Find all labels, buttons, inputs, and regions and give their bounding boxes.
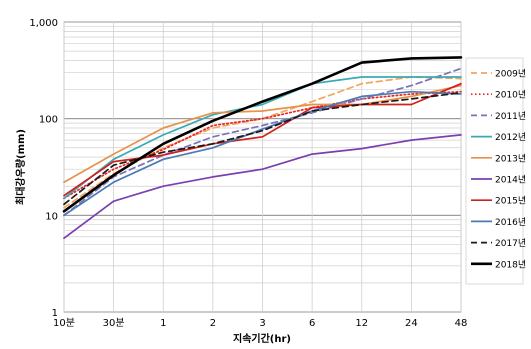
legend-label: 2009년 — [495, 69, 526, 80]
x-tick-label: 48 — [455, 318, 468, 329]
legend-label: 2018년 — [495, 259, 526, 270]
x-tick-label: 10분 — [53, 317, 75, 329]
x-tick-label: 3 — [259, 318, 265, 329]
legend-box — [465, 57, 524, 285]
series-line — [63, 91, 462, 206]
legend-label: 2015년 — [495, 196, 526, 207]
y-tick-label: 1 — [52, 308, 58, 319]
series-lines — [62, 56, 463, 240]
series-line — [63, 90, 462, 200]
legend-label: 2012년 — [495, 132, 526, 143]
legend: 2009년 2010년 2011년 2012년 2013년 2014년 2015년 2016년… — [471, 69, 526, 270]
x-tick-label: 30분 — [103, 317, 125, 329]
legend-label: 2016년 — [495, 217, 526, 228]
series-line — [63, 84, 462, 184]
series-line — [63, 76, 462, 200]
y-axis-label: 최대강우량(mm) — [14, 129, 27, 205]
legend-label: 2010년 — [495, 90, 526, 101]
y-tick-label: 100 — [39, 115, 58, 126]
x-tick-label: 1 — [160, 318, 166, 329]
x-tick-label: 2 — [210, 318, 216, 329]
series-line — [63, 82, 462, 197]
y-tick-label: 10 — [45, 211, 58, 222]
legend-label: 2011년 — [495, 111, 526, 122]
series-line — [63, 90, 462, 217]
legend-label: 2013년 — [495, 153, 526, 164]
x-tick-label: 24 — [405, 318, 418, 329]
series-line — [63, 67, 462, 217]
legend-label: 2014년 — [495, 175, 526, 186]
x-tick-label: 12 — [355, 318, 368, 329]
x-axis-label: 지속기간(hr) — [233, 332, 291, 345]
legend-label: 2017년 — [495, 238, 526, 249]
series-line — [63, 134, 462, 240]
grid-lines — [63, 21, 462, 313]
series-line — [62, 56, 463, 213]
y-tick-label: 1,000 — [29, 18, 58, 29]
x-tick-label: 6 — [309, 318, 315, 329]
